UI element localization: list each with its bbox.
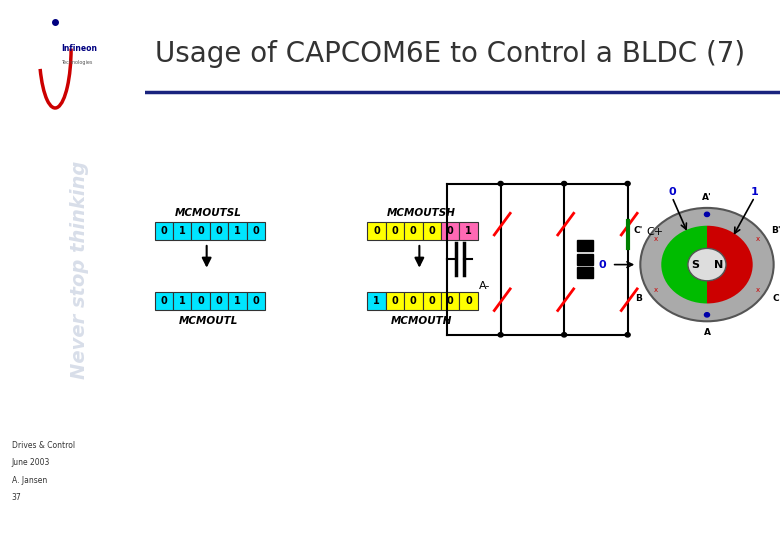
Text: 0: 0 xyxy=(428,296,435,306)
Text: 0: 0 xyxy=(428,226,435,236)
FancyBboxPatch shape xyxy=(459,292,478,310)
FancyBboxPatch shape xyxy=(386,292,404,310)
Text: 0: 0 xyxy=(598,260,606,269)
Text: B': B' xyxy=(771,226,780,235)
Text: 1: 1 xyxy=(465,226,472,236)
FancyBboxPatch shape xyxy=(229,292,246,310)
FancyBboxPatch shape xyxy=(423,222,441,240)
Text: 0: 0 xyxy=(216,296,222,306)
Circle shape xyxy=(37,0,73,113)
FancyBboxPatch shape xyxy=(246,292,265,310)
FancyBboxPatch shape xyxy=(367,222,386,240)
Circle shape xyxy=(625,333,630,337)
Text: 0: 0 xyxy=(161,296,167,306)
Text: 0: 0 xyxy=(668,187,676,197)
FancyBboxPatch shape xyxy=(423,292,441,310)
Wedge shape xyxy=(661,226,707,303)
FancyBboxPatch shape xyxy=(367,292,386,310)
FancyBboxPatch shape xyxy=(404,222,423,240)
Text: S: S xyxy=(692,260,700,269)
FancyBboxPatch shape xyxy=(173,222,191,240)
Text: 0: 0 xyxy=(392,296,399,306)
Text: 0: 0 xyxy=(161,226,167,236)
Text: June 2003: June 2003 xyxy=(12,458,50,467)
Text: 1: 1 xyxy=(179,226,186,236)
FancyBboxPatch shape xyxy=(210,292,229,310)
Circle shape xyxy=(498,181,503,186)
Text: Usage of CAPCOM6E to Control a BLDC (7): Usage of CAPCOM6E to Control a BLDC (7) xyxy=(154,40,745,68)
FancyBboxPatch shape xyxy=(173,292,191,310)
Circle shape xyxy=(562,333,566,337)
Text: 1: 1 xyxy=(373,296,380,306)
Text: 0: 0 xyxy=(197,296,204,306)
FancyBboxPatch shape xyxy=(459,222,478,240)
Text: Infineon: Infineon xyxy=(61,44,97,53)
FancyBboxPatch shape xyxy=(441,222,459,240)
Text: A-: A- xyxy=(478,281,490,291)
Text: 0: 0 xyxy=(447,226,453,236)
Text: A: A xyxy=(704,328,711,336)
Text: 37: 37 xyxy=(12,493,21,502)
Text: 0: 0 xyxy=(216,226,222,236)
FancyBboxPatch shape xyxy=(386,222,404,240)
Bar xyxy=(577,240,593,251)
Circle shape xyxy=(704,212,710,217)
FancyBboxPatch shape xyxy=(191,292,210,310)
FancyBboxPatch shape xyxy=(154,222,173,240)
Text: Drives & Control: Drives & Control xyxy=(12,441,75,450)
Text: Technologies: Technologies xyxy=(61,59,92,65)
Wedge shape xyxy=(707,226,753,303)
Text: 1: 1 xyxy=(179,296,186,306)
Text: 0: 0 xyxy=(197,226,204,236)
FancyBboxPatch shape xyxy=(229,222,246,240)
Text: x: x xyxy=(654,237,658,242)
FancyBboxPatch shape xyxy=(246,222,265,240)
Text: MCMOUTL: MCMOUTL xyxy=(179,316,238,326)
Text: 0: 0 xyxy=(373,226,380,236)
Circle shape xyxy=(704,313,710,317)
Text: 0: 0 xyxy=(447,296,453,306)
Text: B: B xyxy=(635,294,642,303)
Text: C': C' xyxy=(633,226,643,235)
Text: x: x xyxy=(756,287,760,293)
Text: 0: 0 xyxy=(253,226,259,236)
Text: 1: 1 xyxy=(234,226,241,236)
Text: 0: 0 xyxy=(410,226,417,236)
Text: A. Jansen: A. Jansen xyxy=(12,476,47,484)
Text: N: N xyxy=(714,260,723,269)
Circle shape xyxy=(640,208,774,321)
Text: MCMOUTSH: MCMOUTSH xyxy=(387,208,456,218)
Text: 1: 1 xyxy=(750,187,758,197)
Text: 0: 0 xyxy=(410,296,417,306)
FancyBboxPatch shape xyxy=(404,292,423,310)
Text: A': A' xyxy=(702,193,712,201)
FancyBboxPatch shape xyxy=(210,222,229,240)
Text: 1: 1 xyxy=(234,296,241,306)
Text: 0: 0 xyxy=(253,296,259,306)
FancyBboxPatch shape xyxy=(191,222,210,240)
Circle shape xyxy=(498,333,503,337)
Text: 0: 0 xyxy=(465,296,472,306)
Circle shape xyxy=(688,248,726,281)
FancyBboxPatch shape xyxy=(154,292,173,310)
Text: 0: 0 xyxy=(392,226,399,236)
Text: MCMOUTH: MCMOUTH xyxy=(391,316,452,326)
Circle shape xyxy=(625,181,630,186)
Bar xyxy=(577,267,593,278)
Text: x: x xyxy=(756,237,760,242)
Text: MCMOUTSL: MCMOUTSL xyxy=(176,208,242,218)
Text: Never stop thinking: Never stop thinking xyxy=(70,161,89,379)
Bar xyxy=(577,254,593,265)
Text: C+: C+ xyxy=(647,227,664,237)
Text: C: C xyxy=(772,294,779,303)
Text: x: x xyxy=(654,287,658,293)
FancyBboxPatch shape xyxy=(441,292,459,310)
Circle shape xyxy=(562,181,566,186)
